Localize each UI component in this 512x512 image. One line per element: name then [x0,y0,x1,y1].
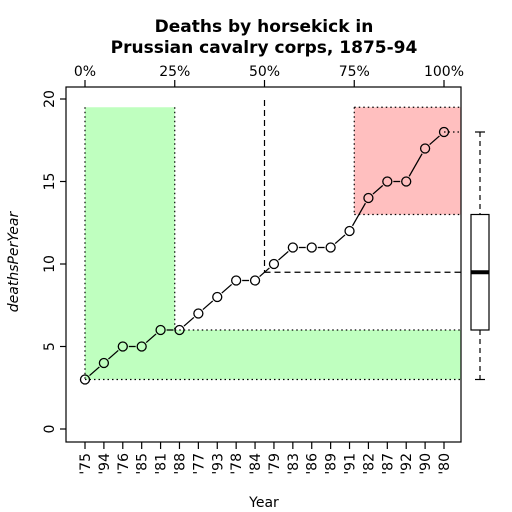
series-segment [221,283,233,294]
y-axis-label: deathsPerYear [6,211,22,313]
percentile-tick-label: 0% [74,64,96,80]
series-segment [107,349,119,360]
data-point [287,242,298,253]
upper-quartile-band [354,107,461,215]
data-point [438,126,450,138]
x-tick-label: '90 [418,453,434,475]
data-point [136,341,147,352]
x-tick-label: '92 [399,453,415,475]
series-segment [408,153,423,177]
x-tick-label: '93 [210,453,226,475]
data-point [155,324,166,336]
data-point [193,308,204,319]
data-point [117,341,128,352]
series-segment [145,333,157,344]
x-tick-label: '85 [135,453,151,475]
y-tick-label: 0 [42,425,58,434]
data-point [401,176,412,187]
series-segment [429,135,440,146]
x-tick-label: '81 [154,453,170,475]
x-tick-label: '84 [248,453,264,475]
series-segment [278,250,289,261]
data-point [382,176,393,187]
y-tick-label: 20 [42,90,58,108]
lower-quartile-band-vertical [85,107,175,380]
chart-title-line1: Deaths by horsekick in [155,17,374,37]
percentile-axis: 0% 25% 50% 75% 100% [74,64,464,87]
series-segment [351,202,367,227]
percentile-tick-label: 50% [249,64,280,80]
y-tick-label: 5 [42,342,58,351]
data-point [79,374,91,385]
x-tick-label: '87 [380,453,396,475]
y-tick-label: 15 [42,173,58,191]
data-point [325,242,336,253]
data-point [212,291,223,303]
data-point [249,275,261,286]
data-point [344,225,355,237]
series-segment [372,184,384,195]
x-tick-label: '77 [191,453,207,475]
percentile-tick-label: 25% [159,64,190,80]
data-point [363,192,374,204]
data-series [79,126,450,385]
x-tick-label: '82 [361,453,377,475]
reference-lines [84,100,461,381]
x-tick-label: '88 [172,453,188,475]
y-axis: 0 5 10 15 20 [42,90,66,433]
percentile-tick-label: 75% [339,64,370,80]
x-tick-label: '89 [324,453,340,475]
series-segment [89,366,100,377]
series-segment [202,300,214,311]
data-point [268,258,280,270]
x-axis: '75'94'76'85'81'88'77'93'78'84'79'83'86 '… [78,442,453,475]
y-tick-label: 10 [42,255,58,273]
percentile-tick-label: 100% [424,64,464,80]
x-tick-label: '83 [286,453,302,475]
x-axis-label: Year [248,495,279,511]
data-point [174,324,185,336]
data-point [231,275,242,286]
x-tick-label: '76 [116,453,132,475]
x-tick-label: '79 [267,453,283,475]
series-segment [259,267,270,278]
data-point [306,242,317,253]
x-tick-label: '78 [229,453,245,475]
chart-title-line2: Prussian cavalry corps, 1875-94 [111,38,418,58]
x-tick-label: '80 [437,453,453,475]
data-point [98,357,110,369]
x-tick-label: '75 [78,453,94,475]
boxplot [470,131,490,381]
data-point [419,143,431,154]
x-tick-label: '91 [343,453,359,475]
quartile-bands [85,107,461,380]
x-tick-label: '94 [97,453,113,475]
series-segment [183,316,195,327]
x-tick-label: '86 [305,453,321,475]
series-segment [334,234,346,245]
